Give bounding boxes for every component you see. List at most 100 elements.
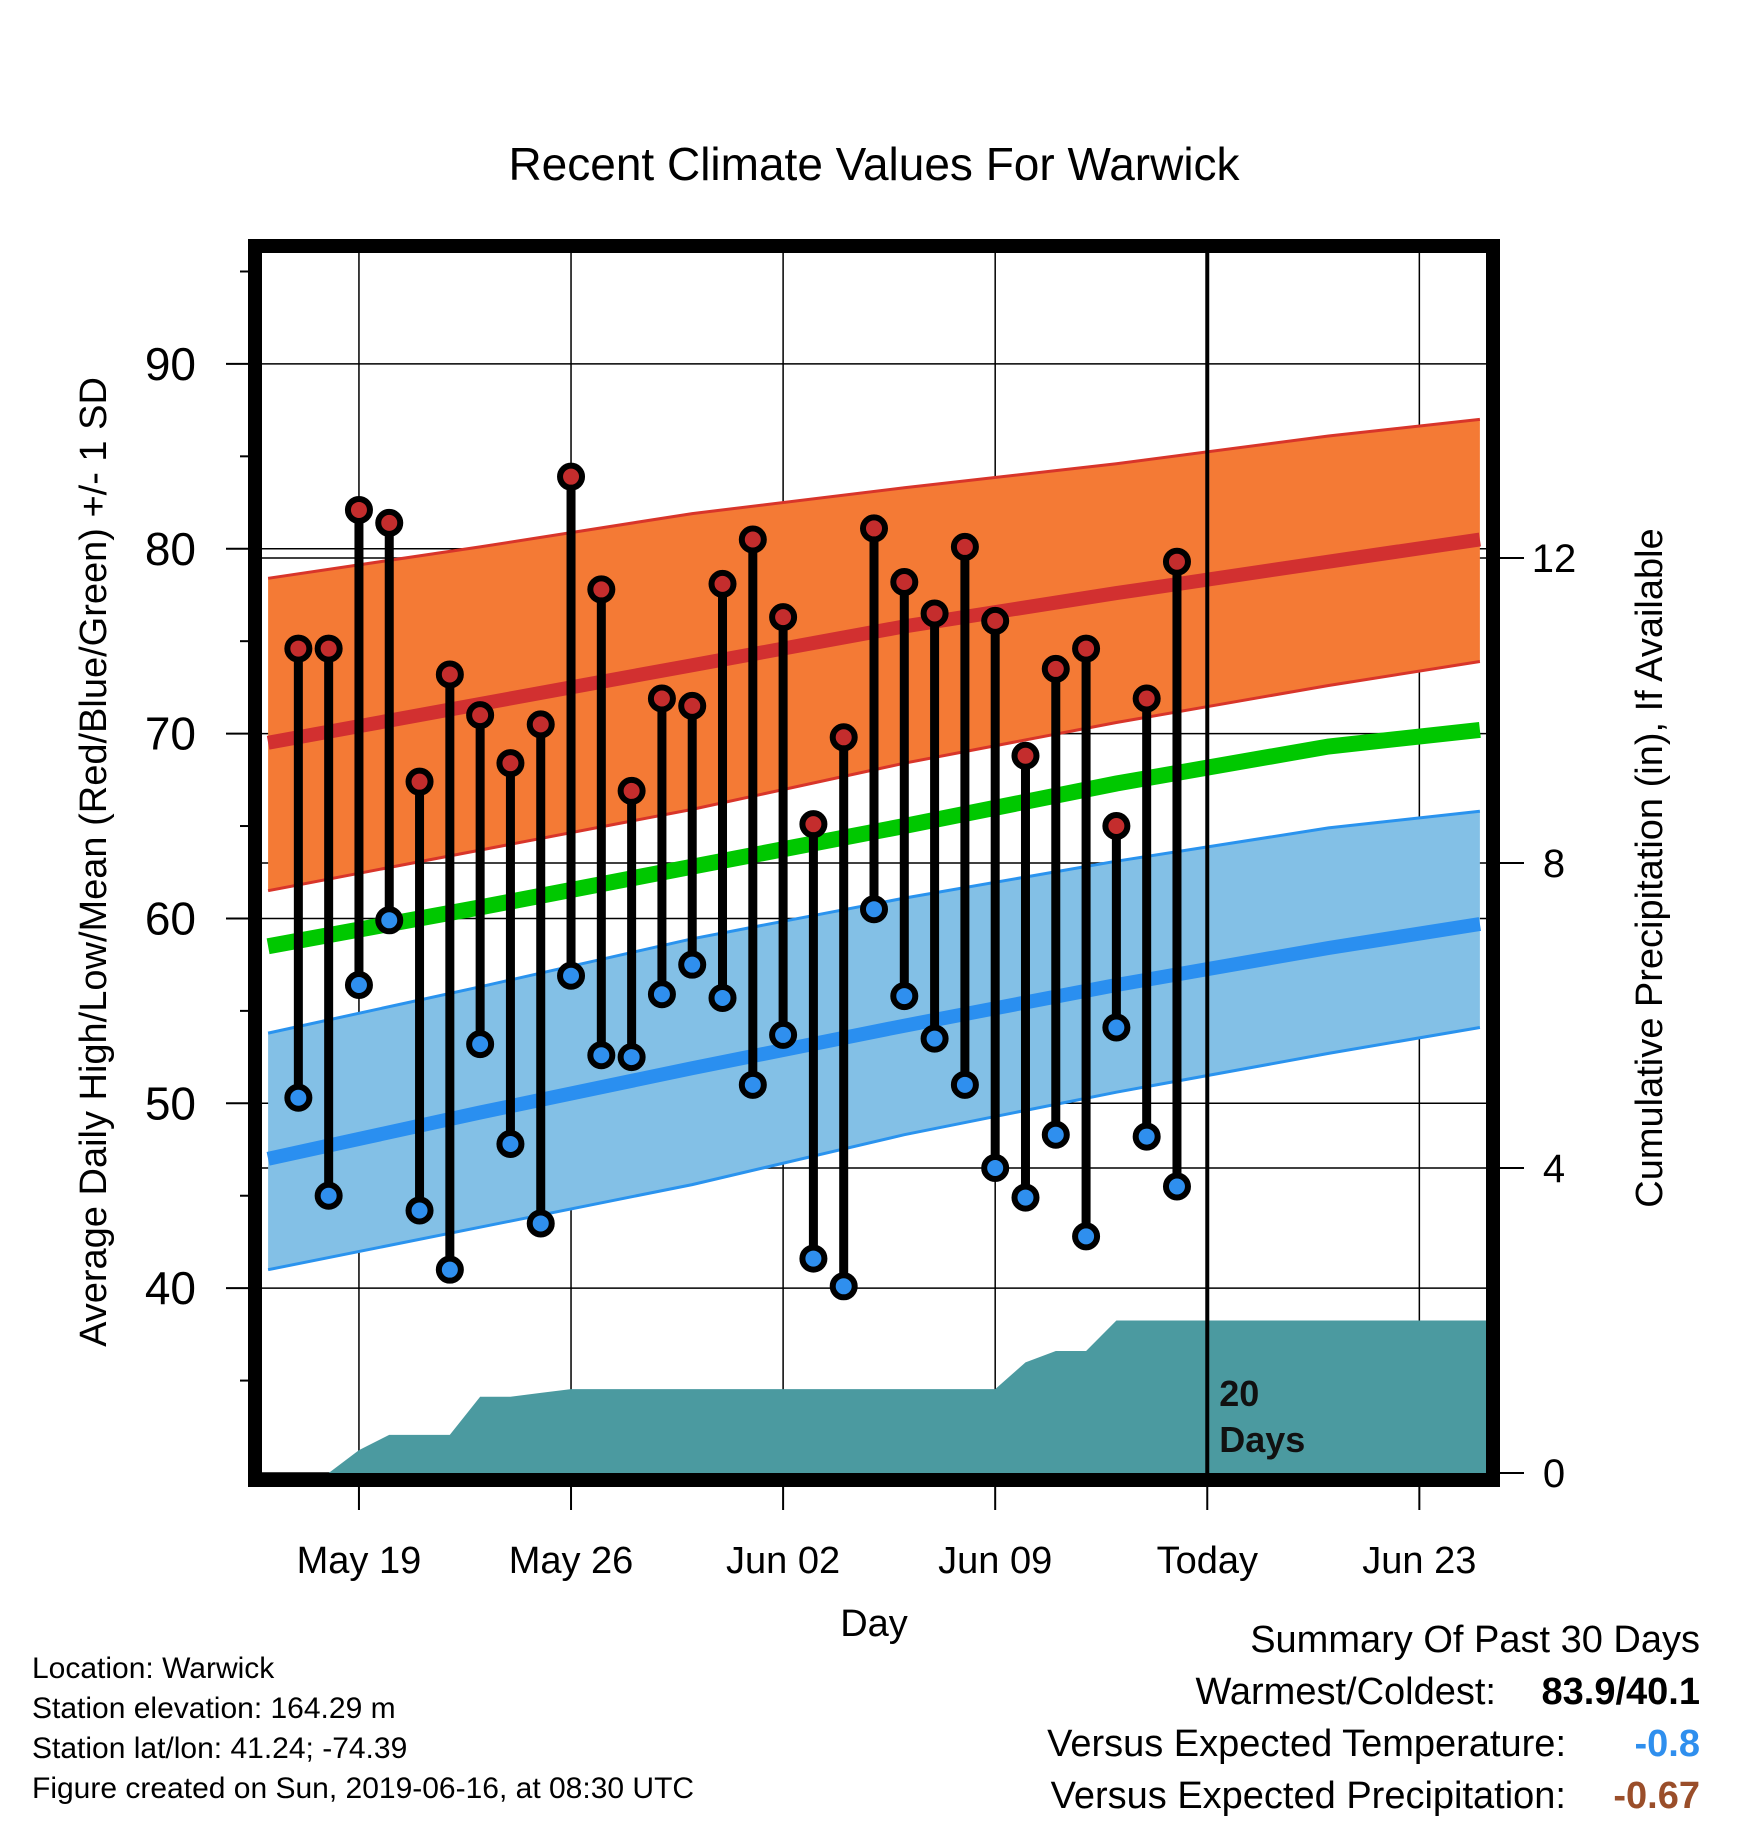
y2-tick-label: 4 [1543, 1147, 1565, 1191]
low-temp-point [617, 1043, 646, 1072]
high-temp-point [981, 606, 1010, 635]
cumulative-precipitation [298, 1320, 1486, 1473]
low-temp-point [587, 1041, 616, 1070]
precipitation-area [298, 1320, 1486, 1473]
y-tick-label: 40 [145, 1262, 196, 1314]
high-temp-point [1072, 634, 1101, 663]
x-tick-label: May 19 [297, 1540, 422, 1582]
low-temp-point [860, 895, 888, 924]
low-temp-point [557, 961, 586, 990]
high-temp-point [587, 575, 616, 604]
low-temp-point [708, 983, 737, 1012]
low-temp-point [1072, 1222, 1101, 1251]
low-temp-point [496, 1129, 525, 1158]
high-temp-point [314, 634, 343, 663]
slash-separator: / [1615, 1671, 1626, 1713]
high-temp-point [708, 569, 737, 598]
high-temp-point [284, 634, 313, 663]
high-temp-point [890, 568, 919, 597]
summary-box: Summary Of Past 30 Days Warmest/Coldest:… [1047, 1619, 1700, 1817]
y2-tick-label: 12 [1532, 537, 1577, 581]
location-info: Location: Warwick Station elevation: 164… [32, 1652, 694, 1805]
high-temp-point [344, 495, 373, 524]
x-tick-label: Jun 02 [726, 1540, 840, 1582]
low-temp-point [466, 1030, 495, 1059]
high-temp-point [1162, 547, 1191, 576]
low-normal-line [266, 917, 1481, 1166]
low-temp-point [981, 1154, 1010, 1182]
x-tick-label: Jun 09 [938, 1540, 1052, 1582]
warmest-coldest-value: 83.9/40.1 [1542, 1671, 1701, 1713]
warmest-coldest-label: Warmest/Coldest: [1195, 1671, 1496, 1713]
x-tick-label: Jun 23 [1362, 1540, 1476, 1582]
y-tick-label: 90 [145, 338, 196, 390]
low-temp-point [1102, 1013, 1131, 1042]
temp-anomaly-label: Versus Expected Temperature: [1047, 1723, 1566, 1765]
low-temp-point [435, 1255, 464, 1284]
low-temp-point [1132, 1122, 1161, 1151]
y-tick-label: 70 [145, 708, 196, 760]
coldest-value: 40.1 [1626, 1671, 1700, 1713]
y-axis-label: Average Daily High/Low/Mean (Red/Blue/Gr… [73, 377, 115, 1347]
high-temp-point [466, 701, 495, 730]
low-temp-point [405, 1196, 434, 1225]
high-temp-point [1041, 654, 1070, 683]
high-temp-point [769, 603, 798, 632]
plot-frame [248, 239, 1500, 1487]
daily-ranges [284, 462, 1191, 1301]
y-tick-label: 60 [145, 892, 196, 944]
y-tick-label: 80 [145, 523, 196, 575]
low-temp-point [1011, 1183, 1040, 1212]
high-temp-point [1102, 812, 1131, 841]
chart-title: Recent Climate Values For Warwick [508, 138, 1240, 190]
today-annotation-days-count: 20 [1219, 1373, 1259, 1414]
axes: 40 50 60 70 80 90 0 4 8 12 May 19 May 26 Jun 02 Jun 0… [145, 270, 1577, 1582]
high-temp-point [738, 525, 767, 554]
low-temp-point [375, 906, 404, 935]
x-tick-label: May 26 [509, 1540, 634, 1582]
low-temp-point [647, 980, 676, 1009]
y2-axis-label: Cumulative Precipitation (in), If Availa… [1629, 528, 1671, 1207]
today-marker: 20 Days [1205, 253, 1305, 1473]
location-line: Location: Warwick [32, 1652, 275, 1685]
high-temp-point [617, 776, 646, 805]
high-temp-point [526, 710, 555, 739]
low-temp-point [799, 1244, 828, 1273]
temp-anomaly-value: -0.8 [1635, 1723, 1700, 1765]
today-annotation-days-word: Days [1219, 1419, 1305, 1460]
x-tick-label: Today [1157, 1540, 1258, 1582]
low-temp-point [314, 1181, 343, 1210]
high-temp-point [950, 532, 979, 561]
high-temp-point [678, 691, 707, 720]
low-temp-point [890, 982, 919, 1011]
low-temp-point [738, 1070, 767, 1099]
high-temp-point [375, 508, 404, 537]
high-temp-point [829, 723, 858, 752]
low-temp-point [284, 1083, 313, 1112]
high-temp-point [496, 749, 525, 778]
high-temp-point [405, 767, 434, 796]
high-temp-point [920, 599, 949, 628]
x-axis-label: Day [840, 1603, 908, 1645]
precip-anomaly-value: -0.67 [1613, 1775, 1700, 1817]
warmest-value: 83.9 [1542, 1671, 1616, 1713]
low-temp-point [950, 1070, 979, 1099]
low-temp-point [678, 950, 707, 979]
high-band-upper-edge [267, 417, 1481, 580]
low-band-lower-edge [267, 1026, 1481, 1272]
high-temp-point [435, 660, 464, 689]
elevation-line: Station elevation: 164.29 m [32, 1692, 396, 1725]
high-temp-point [1132, 684, 1161, 713]
high-temp-point [557, 462, 586, 491]
y-tick-label: 50 [145, 1077, 196, 1129]
low-temp-point [526, 1209, 555, 1238]
high-temp-point [647, 684, 676, 713]
summary-title: Summary Of Past 30 Days [1250, 1619, 1700, 1661]
low-temp-point [344, 971, 373, 999]
high-temp-point [1011, 741, 1040, 770]
high-temp-point [860, 514, 888, 543]
low-temp-point [920, 1024, 949, 1053]
precip-anomaly-label: Versus Expected Precipitation: [1051, 1775, 1566, 1817]
y2-tick-label: 0 [1543, 1452, 1565, 1496]
